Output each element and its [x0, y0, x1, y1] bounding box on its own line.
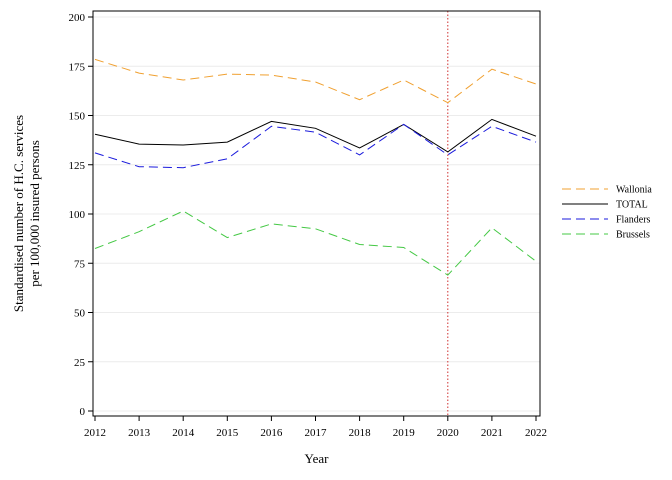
- x-tick-label: 2017: [305, 427, 328, 439]
- x-tick-label: 2014: [172, 427, 195, 439]
- x-tick-label: 2020: [437, 427, 460, 439]
- x-axis: 2012 2013 2014 2015 2016 2017 2018 2019 2020 2021…: [84, 416, 547, 439]
- x-tick-label: 2018: [349, 427, 372, 439]
- y-tick-label: 75: [74, 258, 86, 270]
- gridlines: [93, 16, 540, 412]
- legend-label-flanders: Flanders: [616, 215, 651, 226]
- y-tick-label: 50: [74, 308, 86, 320]
- x-tick-label: 2022: [525, 427, 547, 439]
- y-axis-title-line-1: Standardised number of H.C. services: [11, 115, 26, 312]
- y-tick-label: 0: [80, 406, 86, 418]
- series-line-total: [94, 118, 537, 153]
- y-tick-label: 200: [69, 12, 86, 24]
- legend: Wallonia TOTAL Flanders Brussels: [562, 185, 652, 241]
- series-line-wallonia: [94, 58, 537, 104]
- y-tick-label: 100: [69, 209, 86, 221]
- x-axis-title: Year: [305, 451, 330, 466]
- series-layer: [94, 58, 537, 276]
- legend-label-brussels: Brussels: [616, 230, 650, 241]
- series-line-flanders: [94, 123, 537, 169]
- x-tick-label: 2016: [260, 427, 283, 439]
- y-tick-label: 125: [69, 160, 86, 172]
- y-tick-label: 25: [74, 357, 86, 369]
- y-axis: 0 25 50 75 100 125 150 175 200: [69, 12, 93, 418]
- x-tick-label: 2019: [393, 427, 416, 439]
- y-axis-title-line-2: per 100,000 insured persons: [27, 140, 42, 287]
- legend-label-wallonia: Wallonia: [616, 185, 652, 196]
- x-tick-label: 2015: [216, 427, 239, 439]
- y-tick-label: 150: [69, 111, 86, 123]
- y-tick-label: 175: [69, 61, 86, 73]
- series-line-brussels: [94, 210, 537, 276]
- x-tick-label: 2021: [481, 427, 503, 439]
- x-tick-label: 2012: [84, 427, 106, 439]
- x-tick-label: 2013: [128, 427, 151, 439]
- legend-label-total: TOTAL: [616, 200, 648, 211]
